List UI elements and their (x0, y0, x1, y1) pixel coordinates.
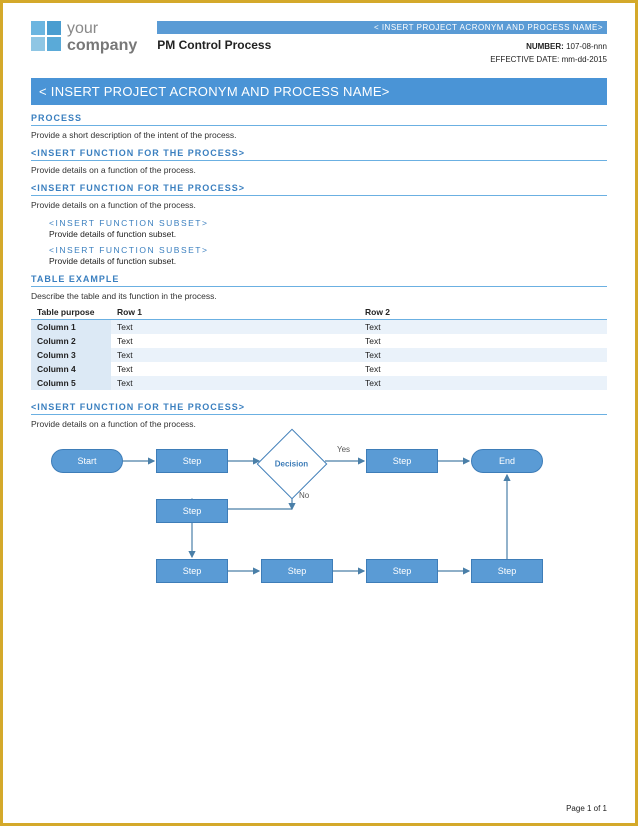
flow-node-end: End (471, 449, 543, 473)
flow-node-decision: Decision (257, 429, 328, 500)
header-acronym-bar: < INSERT PROJECT ACRONYM AND PROCESS NAM… (157, 21, 607, 34)
date-label: EFFECTIVE DATE: (490, 55, 559, 64)
section-body-process: Provide a short description of the inten… (31, 130, 607, 140)
effective-date: EFFECTIVE DATE: mm-dd-2015 (157, 55, 607, 64)
doc-number: NUMBER: 107-08-nnn (526, 42, 607, 51)
flow-node-step6: Step (366, 559, 438, 583)
number-value: 107-08-nnn (566, 42, 607, 51)
flow-node-label: Decision (275, 460, 308, 469)
flow-label-no: No (299, 491, 309, 500)
flow-node-start: Start (51, 449, 123, 473)
table-row-header: Column 1 (31, 320, 111, 335)
table-cell: Text (111, 348, 359, 362)
logo-icon (31, 21, 61, 51)
flow-node-step5: Step (261, 559, 333, 583)
table-header-cell: Row 1 (111, 305, 359, 320)
flow-label-yes: Yes (337, 445, 350, 454)
section-heading-process: PROCESS (31, 113, 607, 126)
document-header: your company < INSERT PROJECT ACRONYM AN… (31, 21, 607, 64)
flow-node-step2: Step (366, 449, 438, 473)
section-body-func3: Provide details on a function of the pro… (31, 419, 607, 429)
logo-text: your company (67, 21, 137, 55)
subset-body-0: Provide details of function subset. (49, 229, 607, 239)
flow-node-step4: Step (156, 559, 228, 583)
section-body-table: Describe the table and its function in t… (31, 291, 607, 301)
table-cell: Text (111, 376, 359, 390)
subset-body-1: Provide details of function subset. (49, 256, 607, 266)
section-body-func1: Provide details on a function of the pro… (31, 165, 607, 175)
table-cell: Text (359, 376, 607, 390)
subset-heading-1: <INSERT FUNCTION SUBSET> (49, 245, 607, 255)
table-row-header: Column 2 (31, 334, 111, 348)
table-cell: Text (111, 320, 359, 335)
table-header-row: Table purpose Row 1 Row 2 (31, 305, 607, 320)
section-heading-func1: <INSERT FUNCTION FOR THE PROCESS> (31, 148, 607, 161)
table-row: Column 2TextText (31, 334, 607, 348)
page-footer: Page 1 of 1 (566, 804, 607, 813)
table-row: Column 3TextText (31, 348, 607, 362)
table-cell: Text (359, 320, 607, 335)
date-value: mm-dd-2015 (562, 55, 607, 64)
example-table: Table purpose Row 1 Row 2 Column 1TextTe… (31, 305, 607, 390)
flow-node-step1: Step (156, 449, 228, 473)
table-header-cell: Row 2 (359, 305, 607, 320)
section-heading-func2: <INSERT FUNCTION FOR THE PROCESS> (31, 183, 607, 196)
section-heading-table: TABLE EXAMPLE (31, 274, 607, 287)
section-heading-func3: <INSERT FUNCTION FOR THE PROCESS> (31, 402, 607, 415)
table-cell: Text (111, 334, 359, 348)
table-cell: Text (359, 334, 607, 348)
section-body-func2: Provide details on a function of the pro… (31, 200, 607, 210)
table-header-cell: Table purpose (31, 305, 111, 320)
table-row-header: Column 3 (31, 348, 111, 362)
document-title: PM Control Process (157, 38, 271, 52)
table-cell: Text (359, 362, 607, 376)
table-row: Column 4TextText (31, 362, 607, 376)
company-logo: your company (31, 21, 137, 64)
logo-line2: company (67, 38, 137, 55)
subset-heading-0: <INSERT FUNCTION SUBSET> (49, 218, 607, 228)
page-title-bar: < INSERT PROJECT ACRONYM AND PROCESS NAM… (31, 78, 607, 105)
flowchart: Yes No Start Step Decision Step End Step Step S… (31, 439, 607, 619)
number-label: NUMBER: (526, 42, 564, 51)
table-row-header: Column 5 (31, 376, 111, 390)
table-row-header: Column 4 (31, 362, 111, 376)
table-cell: Text (359, 348, 607, 362)
table-row: Column 1TextText (31, 320, 607, 335)
logo-line1: your (67, 21, 137, 38)
table-row: Column 5TextText (31, 376, 607, 390)
flow-node-step3: Step (156, 499, 228, 523)
table-cell: Text (111, 362, 359, 376)
flow-node-step7: Step (471, 559, 543, 583)
